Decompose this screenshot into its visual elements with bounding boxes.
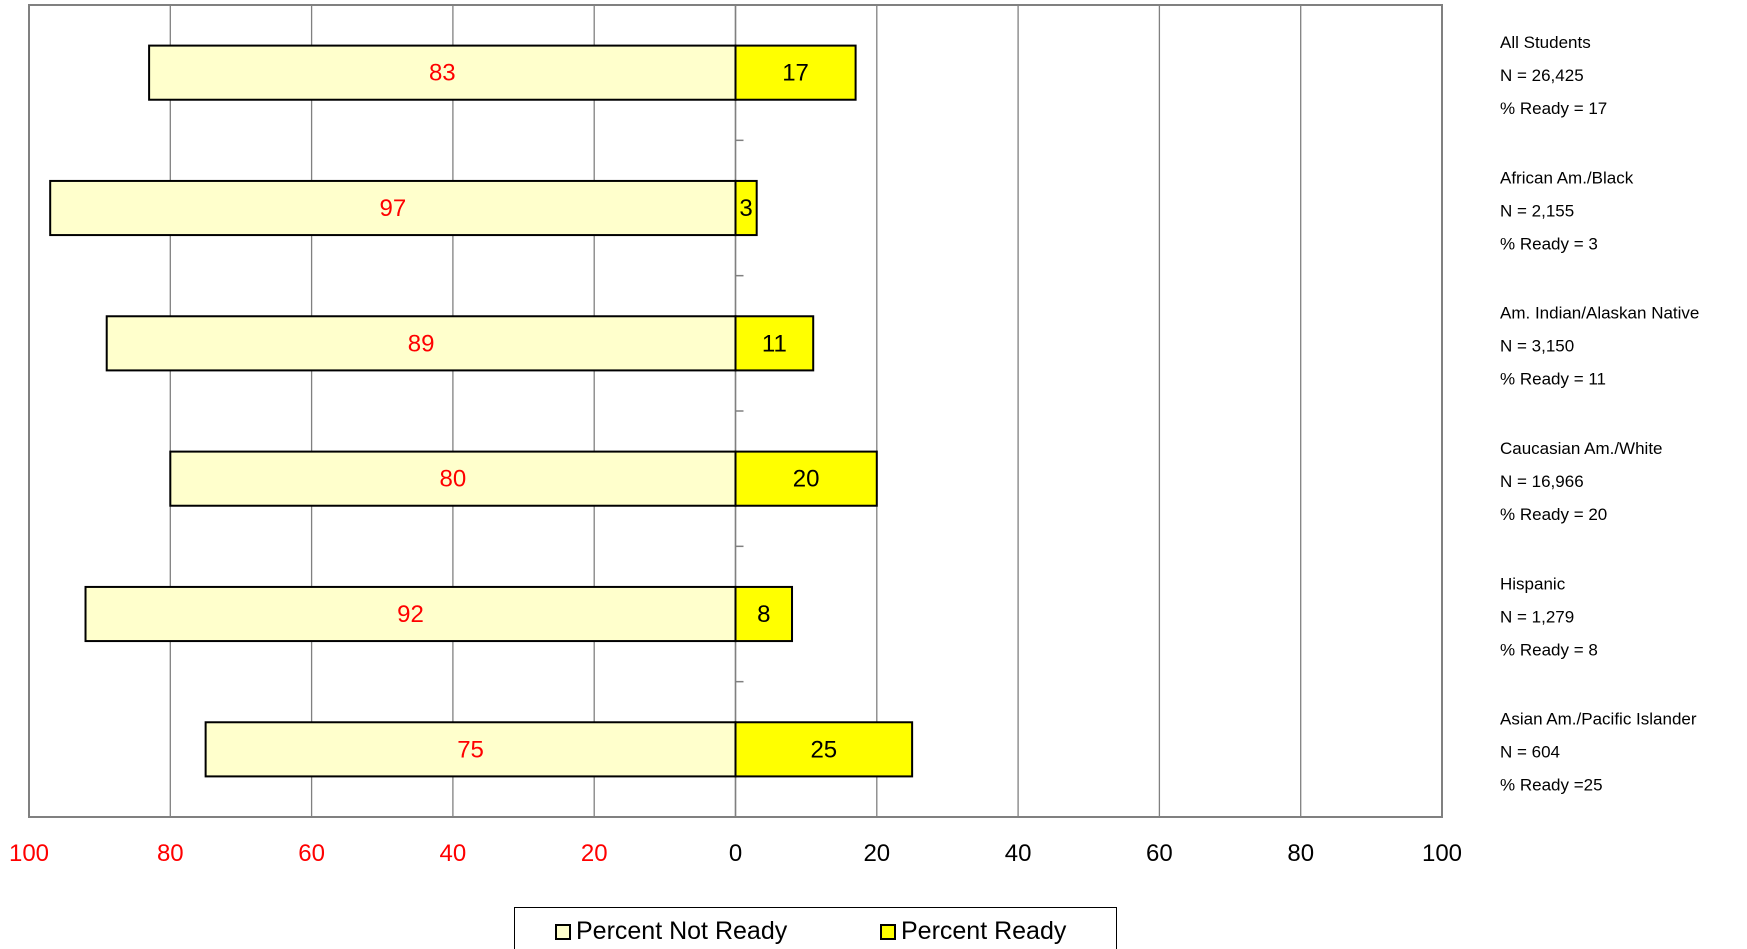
data-label-ready: 25 bbox=[810, 736, 837, 763]
data-label-not-ready: 92 bbox=[397, 601, 424, 628]
group-n-count: N = 604 bbox=[1500, 743, 1560, 762]
group-name: Am. Indian/Alaskan Native bbox=[1500, 304, 1699, 323]
x-tick-label: 60 bbox=[1146, 840, 1173, 867]
bar-ready bbox=[734, 179, 758, 237]
group-percent-ready: % Ready = 3 bbox=[1500, 234, 1598, 253]
x-tick-label: 80 bbox=[1287, 840, 1314, 867]
x-tick-label: 40 bbox=[440, 840, 467, 867]
center-axis bbox=[734, 4, 744, 818]
data-label-not-ready: 97 bbox=[379, 195, 406, 222]
group-percent-ready: % Ready = 20 bbox=[1500, 505, 1607, 524]
group-percent-ready: % Ready = 11 bbox=[1500, 370, 1606, 389]
x-tick-label: 100 bbox=[1422, 840, 1462, 867]
group-name: Hispanic bbox=[1500, 574, 1566, 593]
data-label-ready: 8 bbox=[757, 601, 770, 628]
legend-item-ready: Percent Ready bbox=[880, 917, 1066, 946]
x-tick-label: 80 bbox=[157, 840, 184, 867]
data-label-not-ready: 80 bbox=[440, 466, 467, 493]
group-n-count: N = 16,966 bbox=[1500, 472, 1584, 491]
data-label-not-ready: 75 bbox=[457, 736, 484, 763]
bar-not-ready bbox=[204, 721, 737, 778]
data-label-ready: 17 bbox=[782, 60, 809, 87]
group-name: Asian Am./Pacific Islander bbox=[1500, 710, 1697, 729]
x-tick-label: 100 bbox=[9, 840, 49, 867]
bar-ready bbox=[734, 585, 794, 643]
group-name: Caucasian Am./White bbox=[1500, 439, 1663, 458]
legend-label-ready: Percent Ready bbox=[901, 917, 1067, 945]
data-label-not-ready: 89 bbox=[408, 330, 435, 357]
x-tick-label: 20 bbox=[863, 840, 890, 867]
bar-not-ready bbox=[169, 450, 737, 507]
group-name: All Students bbox=[1500, 33, 1591, 52]
group-percent-ready: % Ready =25 bbox=[1500, 776, 1603, 795]
bar-not-ready bbox=[84, 585, 737, 643]
data-label-ready: 3 bbox=[739, 195, 752, 222]
legend-item-not-ready: Percent Not Ready bbox=[555, 917, 787, 946]
bar-ready bbox=[734, 44, 857, 101]
legend-swatch-not-ready bbox=[555, 923, 571, 940]
group-percent-ready: % Ready = 17 bbox=[1500, 99, 1607, 118]
bars: 83 17 97 3 89 11 80 20 92 8 75 25 bbox=[49, 44, 914, 778]
group-percent-ready: % Ready = 8 bbox=[1500, 640, 1598, 659]
group-n-count: N = 26,425 bbox=[1500, 66, 1584, 85]
data-label-ready: 20 bbox=[793, 466, 820, 493]
legend-label-not-ready: Percent Not Ready bbox=[576, 917, 788, 945]
legend-swatch-ready bbox=[880, 923, 896, 940]
bar-ready bbox=[734, 315, 815, 372]
group-n-count: N = 3,150 bbox=[1500, 337, 1574, 356]
x-tick-label: 20 bbox=[581, 840, 608, 867]
x-tick-label: 60 bbox=[298, 840, 325, 867]
bar-ready bbox=[734, 721, 914, 778]
x-tick-label: 0 bbox=[729, 840, 742, 867]
data-label-ready: 11 bbox=[762, 330, 787, 357]
data-label-not-ready: 83 bbox=[429, 60, 456, 87]
bar-ready bbox=[734, 450, 878, 507]
x-axis-ticks: 100 80 60 40 20 0 20 40 60 80 100 bbox=[9, 840, 1462, 867]
group-name: African Am./Black bbox=[1500, 168, 1634, 187]
group-annotations: All Students N = 26,425 % Ready = 17 Africa… bbox=[1500, 33, 1699, 795]
group-n-count: N = 1,279 bbox=[1500, 607, 1574, 626]
group-n-count: N = 2,155 bbox=[1500, 201, 1574, 220]
legend: Percent Not Ready Percent Ready bbox=[514, 907, 1117, 949]
x-tick-label: 40 bbox=[1005, 840, 1032, 867]
